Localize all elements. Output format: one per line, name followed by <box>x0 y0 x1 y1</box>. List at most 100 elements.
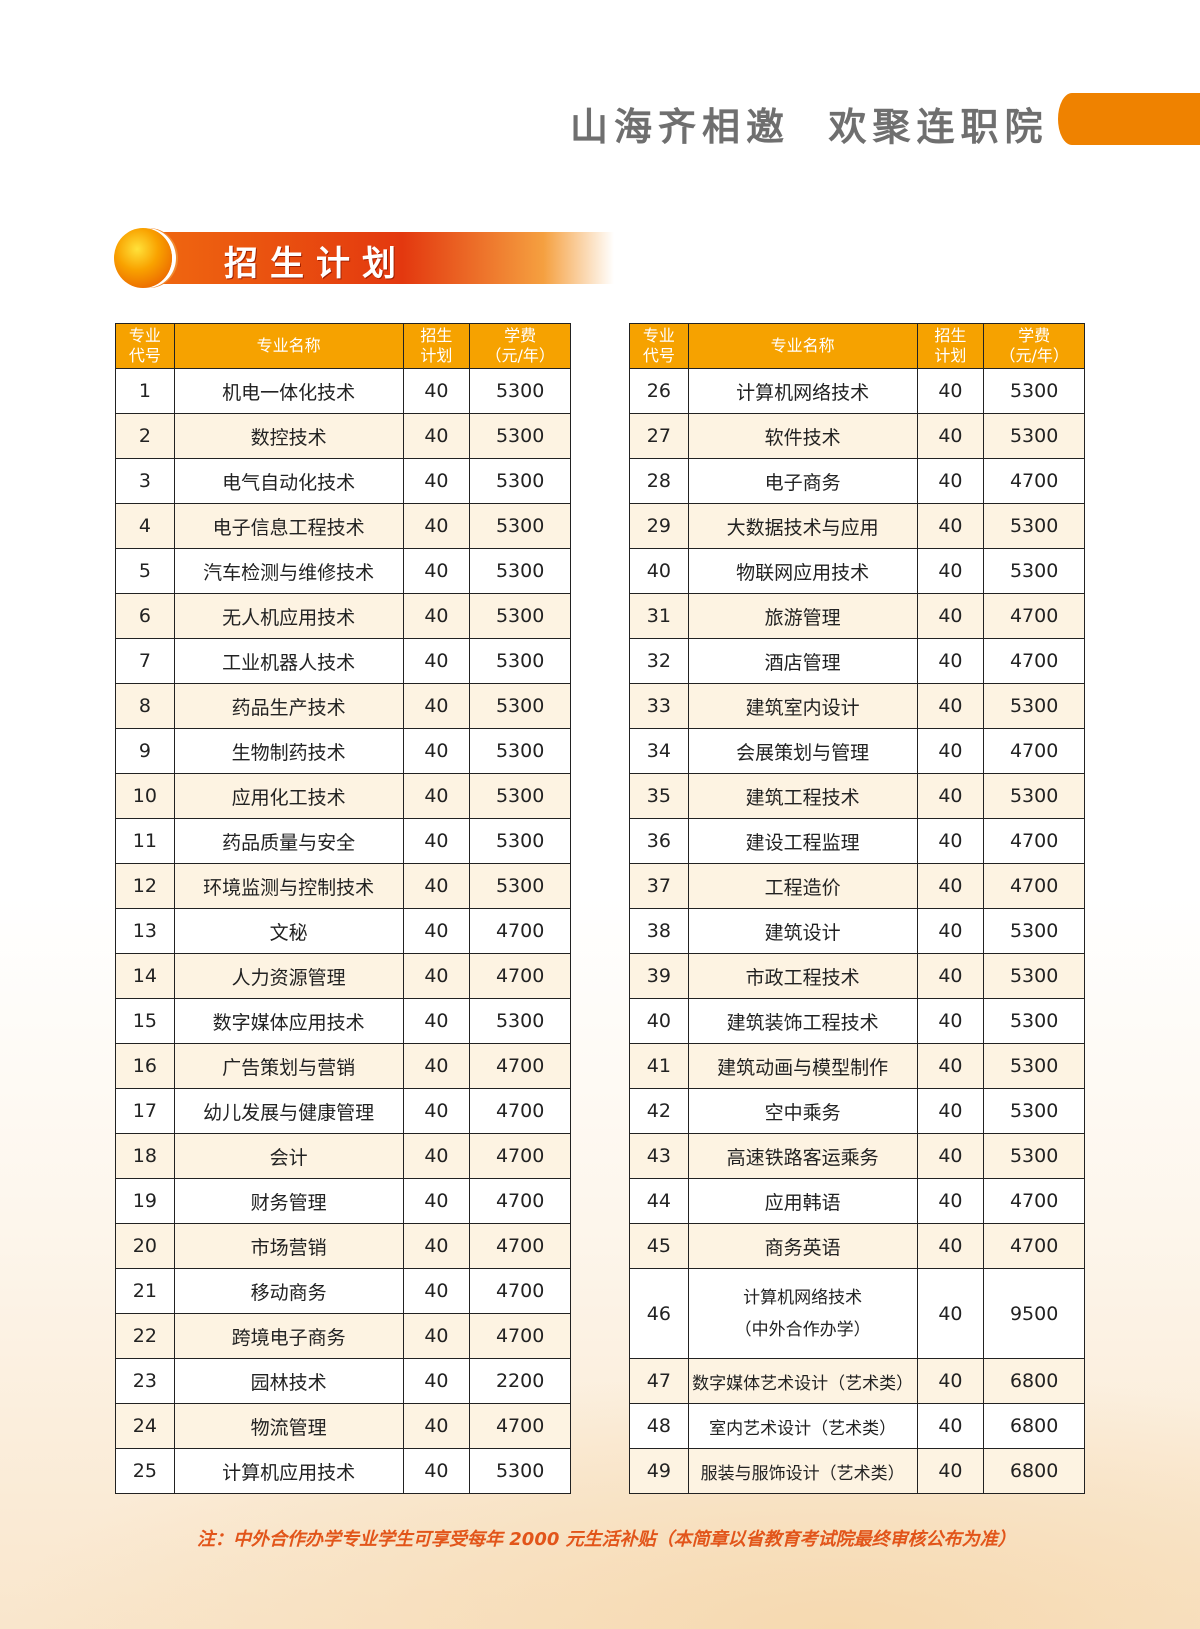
major-code: 9 <box>115 728 175 774</box>
tuition: 4700 <box>983 728 1085 774</box>
table-row: 28 电子商务 40 4700 <box>629 458 1085 504</box>
enrollment-quota: 40 <box>402 593 471 639</box>
enrollment-quota: 40 <box>916 368 985 414</box>
major-name: 计算机网络技术 （中外合作办学） <box>687 1268 918 1359</box>
tuition: 5300 <box>469 683 571 729</box>
major-code: 28 <box>629 458 689 504</box>
enrollment-quota: 40 <box>402 1358 471 1404</box>
table-row: 25 计算机应用技术 40 5300 <box>115 1448 571 1494</box>
major-name: 物流管理 <box>173 1403 404 1449</box>
major-code: 40 <box>629 998 689 1044</box>
major-name: 高速铁路客运乘务 <box>687 1133 918 1179</box>
tuition: 5300 <box>983 953 1085 999</box>
major-name: 计算机网络技术 <box>687 368 918 414</box>
tuition: 4700 <box>469 1178 571 1224</box>
major-code: 41 <box>629 1043 689 1089</box>
major-name: 药品生产技术 <box>173 683 404 729</box>
tuition: 5300 <box>469 863 571 909</box>
tuition: 5300 <box>983 773 1085 819</box>
table-row: 15 数字媒体应用技术 40 5300 <box>115 998 571 1044</box>
tuition: 4700 <box>469 1133 571 1179</box>
major-name: 市场营销 <box>173 1223 404 1269</box>
major-name: 建筑装饰工程技术 <box>687 998 918 1044</box>
enrollment-quota: 40 <box>916 818 985 864</box>
table-row: 4 电子信息工程技术 40 5300 <box>115 503 571 549</box>
table-row: 14 人力资源管理 40 4700 <box>115 953 571 999</box>
major-name: 建筑设计 <box>687 908 918 954</box>
enrollment-quota: 40 <box>402 1448 471 1494</box>
major-code: 32 <box>629 638 689 684</box>
enrollment-quota: 40 <box>916 458 985 504</box>
enrollment-quota: 40 <box>402 458 471 504</box>
major-code: 3 <box>115 458 175 504</box>
tuition: 6800 <box>983 1448 1085 1494</box>
tuition: 5300 <box>469 773 571 819</box>
enrollment-quota: 40 <box>402 1043 471 1089</box>
major-code: 26 <box>629 368 689 414</box>
major-code: 13 <box>115 908 175 954</box>
major-code: 1 <box>115 368 175 414</box>
major-name: 无人机应用技术 <box>173 593 404 639</box>
major-name: 园林技术 <box>173 1358 404 1404</box>
table-row: 37 工程造价 40 4700 <box>629 863 1085 909</box>
enrollment-quota: 40 <box>916 1223 985 1269</box>
enrollment-quota: 40 <box>402 503 471 549</box>
major-name: 广告策划与营销 <box>173 1043 404 1089</box>
major-name: 室内艺术设计（艺术类） <box>687 1403 918 1449</box>
major-code: 39 <box>629 953 689 999</box>
major-name: 应用韩语 <box>687 1178 918 1224</box>
table-row: 23 园林技术 40 2200 <box>115 1358 571 1404</box>
major-code: 15 <box>115 998 175 1044</box>
enrollment-quota: 40 <box>916 1088 985 1134</box>
enrollment-quota: 40 <box>402 413 471 459</box>
column-header: 招生 计划 <box>916 323 985 369</box>
major-name: 幼儿发展与健康管理 <box>173 1088 404 1134</box>
tuition: 4700 <box>469 1043 571 1089</box>
table-row: 5 汽车检测与维修技术 40 5300 <box>115 548 571 594</box>
tuition: 5300 <box>983 1133 1085 1179</box>
tuition: 4700 <box>469 1088 571 1134</box>
table-row: 47 数字媒体艺术设计（艺术类） 40 6800 <box>629 1358 1085 1404</box>
enrollment-quota: 40 <box>402 728 471 774</box>
header-accent-tab <box>1058 93 1200 145</box>
tuition: 5300 <box>469 413 571 459</box>
major-code: 6 <box>115 593 175 639</box>
enrollment-quota: 40 <box>916 863 985 909</box>
major-code: 24 <box>115 1403 175 1449</box>
enrollment-quota: 40 <box>916 413 985 459</box>
major-code: 2 <box>115 413 175 459</box>
column-header: 专业 代号 <box>629 323 689 369</box>
major-code: 12 <box>115 863 175 909</box>
enrollment-quota: 40 <box>916 908 985 954</box>
major-code: 27 <box>629 413 689 459</box>
tuition: 5300 <box>983 503 1085 549</box>
major-name: 文秘 <box>173 908 404 954</box>
table-row: 46 计算机网络技术 （中外合作办学） 40 9500 <box>629 1268 1085 1359</box>
table-row: 22 跨境电子商务 40 4700 <box>115 1313 571 1359</box>
table-row: 6 无人机应用技术 40 5300 <box>115 593 571 639</box>
tuition: 4700 <box>983 1223 1085 1269</box>
enrollment-table-left: 专业 代号 专业名称 招生 计划 学费 （元/年） 1 机电一体化技术 40 5300 2 数控技… <box>115 323 571 1494</box>
enrollment-quota: 40 <box>402 368 471 414</box>
major-name: 会计 <box>173 1133 404 1179</box>
table-row: 24 物流管理 40 4700 <box>115 1403 571 1449</box>
major-code: 49 <box>629 1448 689 1494</box>
enrollment-quota: 40 <box>916 998 985 1044</box>
enrollment-quota: 40 <box>402 1088 471 1134</box>
major-code: 42 <box>629 1088 689 1134</box>
tuition: 5300 <box>983 368 1085 414</box>
tuition: 6800 <box>983 1403 1085 1449</box>
major-code: 17 <box>115 1088 175 1134</box>
table-row: 20 市场营销 40 4700 <box>115 1223 571 1269</box>
enrollment-quota: 40 <box>402 1268 471 1314</box>
major-code: 34 <box>629 728 689 774</box>
table-row: 2 数控技术 40 5300 <box>115 413 571 459</box>
table-row: 9 生物制药技术 40 5300 <box>115 728 571 774</box>
major-name: 工业机器人技术 <box>173 638 404 684</box>
tuition: 4700 <box>983 458 1085 504</box>
table-row: 18 会计 40 4700 <box>115 1133 571 1179</box>
slogan: 山海齐相邀 欢聚连职院 <box>570 104 1049 149</box>
tuition: 5300 <box>469 368 571 414</box>
table-row: 26 计算机网络技术 40 5300 <box>629 368 1085 414</box>
